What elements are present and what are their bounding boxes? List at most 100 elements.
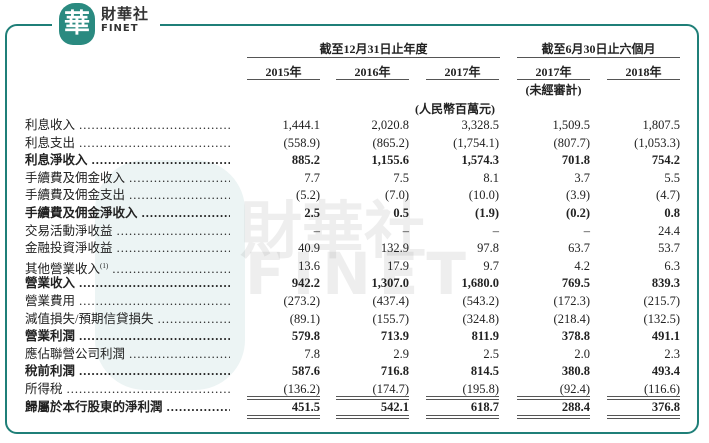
row-value: 9.7 [483, 258, 499, 273]
row-value: 97.8 [477, 241, 499, 256]
row-label: 利息淨收入 [25, 152, 230, 169]
row-value: 63.7 [568, 241, 590, 256]
row-value: 0.8 [664, 206, 680, 220]
row-value: 2.9 [393, 346, 409, 361]
subtotal-rule [517, 396, 590, 400]
row-label: 營業費用 [25, 293, 230, 310]
row-value: 579.8 [291, 329, 320, 344]
row-value: 40.9 [298, 241, 320, 256]
table-row: 手續費及佣金淨收入 2.5 0.5 (1.9) (0.2) 0.8 [25, 205, 685, 222]
table-row: 利息淨收入 885.2 1,155.6 1,574.3 701.8 754.2 [25, 152, 685, 169]
row-value: 1,155.6 [371, 153, 410, 168]
row-value: 132.9 [380, 241, 409, 256]
row-label: 利息收入 [25, 117, 230, 134]
row-value: 811.9 [471, 329, 499, 344]
row-value: 24.4 [658, 223, 680, 238]
row-value: 2.0 [574, 346, 590, 361]
row-value: (1.9) [475, 206, 499, 220]
row-value: 7.5 [393, 170, 409, 185]
row-value: (1,754.1) [453, 135, 499, 150]
row-value: 451.5 [291, 399, 320, 414]
row-value: (10.0) [468, 188, 499, 203]
row-label: 營業利潤 [25, 328, 230, 345]
row-value: – [492, 223, 499, 238]
row-label-text: 稅前利潤 [25, 364, 76, 379]
row-value: (155.7) [372, 311, 409, 326]
year-header: 2017年 [444, 65, 481, 79]
row-label-text: 營業利潤 [25, 329, 76, 344]
table-row: 手續費及佣金支出 (5.2) (7.0) (10.0) (3.9) (4.7) [25, 187, 685, 204]
subtotal-rule [336, 396, 409, 400]
brand: 財華社 FINET [101, 6, 149, 35]
table-row: 營業費用 (273.2) (437.4) (543.2) (172.3) (215.7) [25, 293, 685, 310]
table-row: 應佔聯營公司利潤 7.8 2.9 2.5 2.0 2.3 [25, 346, 685, 363]
row-label: 交易活動淨收益 [25, 223, 230, 240]
total-rule [517, 415, 590, 419]
row-label: 手續費及佣金收入 [25, 170, 230, 187]
row-value: 378.8 [561, 329, 590, 344]
row-value: 0.5 [393, 206, 409, 220]
row-value: 2,020.8 [371, 118, 410, 132]
row-label-text: 歸屬於本行股東的淨利潤 [25, 399, 163, 414]
table-row: 手續費及佣金收入 7.7 7.5 8.1 3.7 5.5 [25, 170, 685, 187]
table-row: 稅前利潤 587.6 716.8 814.5 380.8 493.4 [25, 363, 685, 380]
table-row: 減值損失/預期信貸損失 (89.1) (155.7) (324.8) (218.4) (1… [25, 311, 685, 328]
row-label: 手續費及佣金淨收入 [25, 205, 230, 222]
unit-note: (人民幣百萬元) [415, 102, 495, 116]
row-value: 587.6 [291, 364, 320, 379]
row-value: 2.5 [483, 346, 499, 361]
row-value: 4.2 [574, 258, 590, 273]
row-value: 2.3 [664, 346, 680, 361]
row-label-text: 其他營業收入 [25, 261, 101, 276]
row-value: (92.4) [559, 382, 590, 396]
table-row: 所得稅 (136.2) (174.7) (195.8) (92.4) (116.6) [25, 381, 685, 398]
row-value: 7.7 [304, 170, 320, 185]
row-value: 3.7 [574, 170, 590, 185]
year-header: 2015年 [265, 65, 302, 79]
row-label: 所得稅 [25, 381, 230, 398]
row-label: 其他營業收入(1) [25, 258, 230, 278]
subtotal-rule [607, 396, 680, 400]
table-frame [5, 24, 699, 434]
row-label-text: 應佔聯營公司利潤 [25, 346, 126, 361]
table-row: 利息收入 1,444.1 2,020.8 3,328.5 1,509.5 1,807.5 [25, 117, 685, 134]
row-value: (558.9) [283, 135, 320, 150]
subtotal-rule [426, 396, 499, 400]
row-value: (4.7) [656, 188, 680, 203]
row-value: – [402, 223, 409, 238]
row-value: – [313, 223, 320, 238]
row-label-text: 手續費及佣金淨收入 [25, 206, 138, 220]
row-label: 金融投資淨收益 [25, 240, 230, 257]
row-value: (172.3) [553, 294, 590, 308]
brand-name-en: FINET [101, 23, 139, 34]
row-value: (0.2) [566, 206, 590, 220]
row-value: 716.8 [380, 364, 409, 379]
row-value: (136.2) [283, 382, 320, 396]
row-value: 618.7 [470, 399, 499, 414]
row-value: 17.9 [387, 258, 409, 273]
row-value: (3.9) [566, 188, 590, 203]
row-label-text: 營業收入 [25, 276, 76, 291]
row-label: 減值損失/預期信貸損失 [25, 311, 230, 328]
row-value: (807.7) [553, 135, 590, 150]
row-value: (437.4) [372, 294, 409, 308]
row-value: 491.1 [651, 329, 680, 344]
row-label-text: 所得稅 [25, 382, 63, 396]
row-value: 942.2 [291, 276, 320, 291]
row-value: (1,053.3) [634, 135, 680, 150]
total-rule [607, 415, 680, 419]
row-label: 稅前利潤 [25, 363, 230, 380]
row-value: (273.2) [283, 294, 320, 308]
header-interim: 截至6月30日止六個月 [541, 42, 656, 56]
row-value: 713.9 [380, 329, 409, 344]
row-label-text: 金融投資淨收益 [25, 241, 113, 256]
row-value: 53.7 [658, 241, 680, 256]
row-label: 應佔聯營公司利潤 [25, 346, 230, 363]
table-row: 歸屬於本行股東的淨利潤 451.5 542.1 618.7 288.4 376.8 [25, 399, 685, 416]
year-header: 2017年 [535, 65, 572, 79]
row-value: 376.8 [651, 399, 680, 414]
row-value: 754.2 [651, 153, 680, 168]
row-value: (89.1) [289, 311, 320, 326]
row-label-text: 手續費及佣金支出 [25, 188, 126, 203]
row-label-text: 減值損失/預期信貸損失 [25, 311, 154, 326]
